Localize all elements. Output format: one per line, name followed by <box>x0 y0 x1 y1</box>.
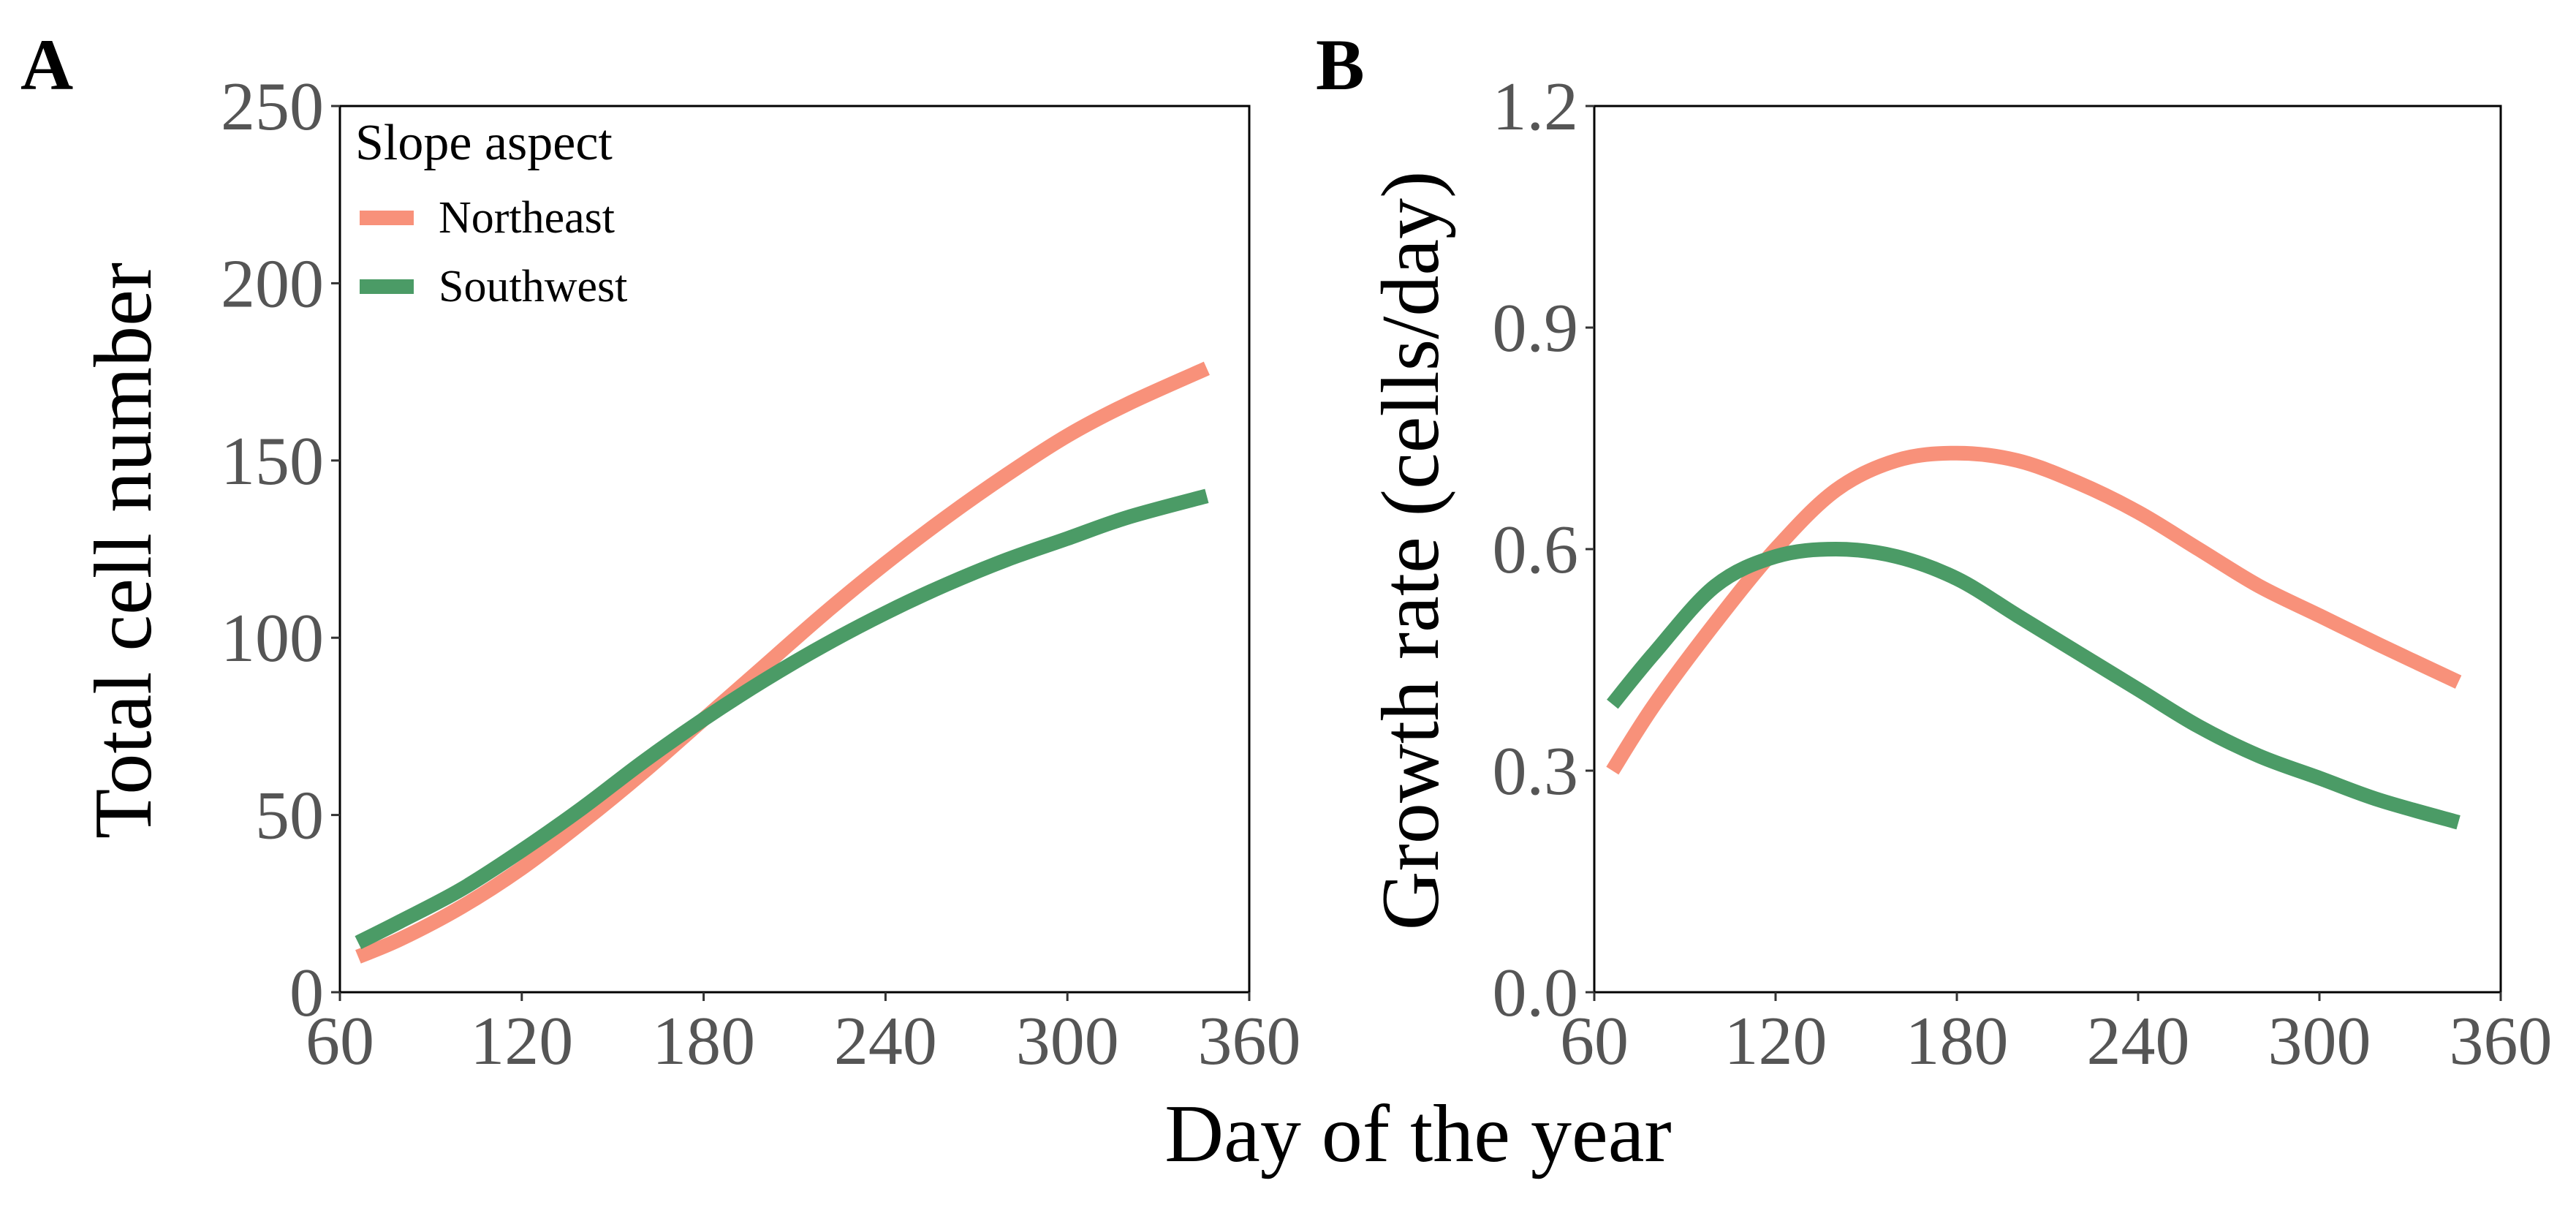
panel-b-plot-area: 60 120 180 240 300 360 0.0 0.3 0.6 0.9 1.2 <box>1493 69 2553 1079</box>
panel-b: B Growth rate (cells/day) 60 120 180 240 300… <box>1316 24 2553 1079</box>
y-tick-label: 0 <box>289 955 324 1031</box>
y-tick-label: 0.3 <box>1493 733 1579 809</box>
panel-b-y-axis-title: Growth rate (cells/day) <box>1365 171 1456 931</box>
panel-a: A Total cell number 60 120 180 240 300 360 0 50… <box>20 24 1301 1079</box>
y-tick-label: 1.2 <box>1493 69 1579 145</box>
x-tick-label: 300 <box>2268 1003 2371 1079</box>
panel-a-ticks: 60 120 180 240 300 360 0 50 100 150 200 250 <box>221 69 1301 1079</box>
y-tick-label: 0.0 <box>1493 955 1579 1031</box>
y-tick-label: 0.9 <box>1493 290 1579 366</box>
panel-a-frame <box>338 105 1251 994</box>
series-line-southwest <box>1607 542 2461 830</box>
x-tick-label: 360 <box>2450 1003 2553 1079</box>
y-tick-label: 250 <box>221 69 324 145</box>
series-line-northeast <box>1606 445 2462 775</box>
x-tick-label: 120 <box>470 1003 573 1079</box>
panel-a-y-axis-title: Total cell number <box>78 262 169 839</box>
panel-a-lines <box>355 361 1210 964</box>
legend-label-southwest: Southwest <box>439 262 627 311</box>
x-tick-label: 60 <box>1560 1003 1629 1079</box>
panel-b-frame <box>1593 105 2502 994</box>
shared-x-axis-title: Day of the year <box>1164 1089 1671 1179</box>
x-tick-label: 240 <box>2087 1003 2190 1079</box>
legend: Slope aspect Northeast Southwest <box>355 115 627 311</box>
series-line-northeast <box>355 361 1210 964</box>
legend-title: Slope aspect <box>355 115 613 171</box>
x-tick-label: 60 <box>306 1003 374 1079</box>
panel-a-letter: A <box>20 24 73 105</box>
y-tick-label: 0.6 <box>1493 512 1579 588</box>
y-tick-label: 200 <box>221 246 324 322</box>
x-tick-label: 180 <box>652 1003 755 1079</box>
x-tick-label: 120 <box>1724 1003 1827 1079</box>
panel-b-letter: B <box>1316 24 1365 105</box>
y-tick-label: 100 <box>221 600 324 676</box>
panel-b-lines <box>1606 445 2462 830</box>
panel-b-ticks: 60 120 180 240 300 360 0.0 0.3 0.6 0.9 1.2 <box>1493 69 2553 1079</box>
panel-a-plot-area: 60 120 180 240 300 360 0 50 100 150 200 250 <box>221 69 1301 1079</box>
legend-label-northeast: Northeast <box>439 193 615 243</box>
x-tick-label: 180 <box>1906 1003 2009 1079</box>
series-line-southwest <box>355 488 1209 950</box>
y-tick-label: 150 <box>221 423 324 499</box>
x-tick-label: 240 <box>834 1003 937 1079</box>
x-tick-label: 300 <box>1016 1003 1119 1079</box>
y-tick-label: 50 <box>255 778 324 854</box>
x-tick-label: 360 <box>1198 1003 1301 1079</box>
